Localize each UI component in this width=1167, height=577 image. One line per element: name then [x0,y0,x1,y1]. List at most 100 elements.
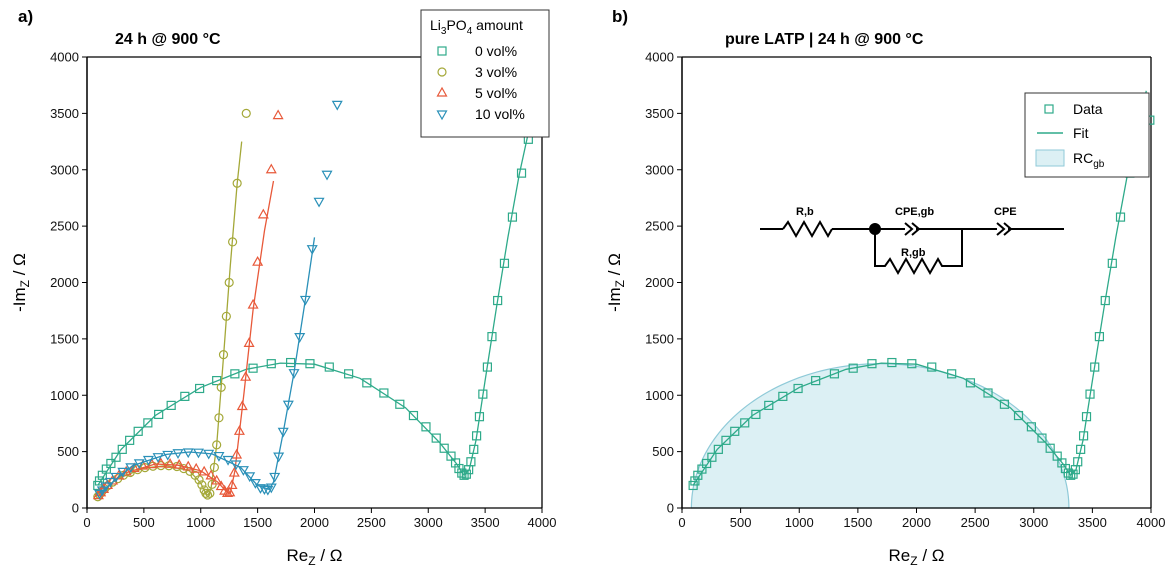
a-series-1 [93,108,251,502]
a-data-point [230,460,242,471]
b-data-point [1013,410,1024,421]
legend-a-marker [436,110,448,121]
b-x-tick-label: 3500 [1078,515,1107,530]
legend-a-title: Li3PO4 amount [430,17,523,37]
b-data-point [778,391,788,401]
a-data-point [155,457,167,468]
a-data-point [244,472,256,483]
a-data-point [125,463,137,474]
b-data-point [965,378,976,388]
a-data-point [94,476,105,486]
legend-b-entry: Fit [1073,125,1089,141]
a-data-point [212,375,222,386]
b-y-tick-label: 2500 [645,219,674,234]
a-data-point [173,458,185,469]
b-data-point [1094,332,1105,342]
b-data-point [983,388,993,398]
a-data-point [205,488,215,498]
b-y-label: -ImZ / Ω [605,253,627,312]
a-data-point [232,178,242,188]
a-data-point [408,410,419,421]
a-data-point [201,488,211,498]
b-data-point [1066,470,1076,480]
a-data-point [216,382,226,392]
label-rb: R,b [796,206,814,218]
a-data-point [466,457,476,467]
a-data-point [482,362,492,372]
legend-a-entry: 3 vol% [475,64,517,80]
a-data-point [469,444,479,454]
b-y-tick-label: 3500 [645,106,674,121]
a-data-point [487,332,497,342]
a-data-point [228,237,238,247]
a-data-point [172,449,184,459]
a-x-tick-label: 3000 [414,515,443,530]
a-data-point [439,443,449,453]
a-x-tick-label: 1500 [243,515,272,530]
b-fit-line-0 [692,90,1147,486]
b-x-tick-label: 2500 [961,515,990,530]
a-data-point [224,277,234,288]
legend-a-marker [437,67,447,77]
a-data-point [331,100,343,111]
a-y-tick-label: 2000 [50,275,79,290]
b-data-point [1073,457,1083,467]
a-x-tick-label: 2500 [357,515,386,530]
b-y-tick-label: 1000 [645,388,674,403]
a-data-point [197,480,207,490]
cpe-plate-1 [996,222,1006,236]
b-y-tick-label: 0 [667,501,674,516]
a-data-point [106,458,116,469]
b-x-tick-label: 2000 [902,515,931,530]
legend-a-marker [437,46,447,56]
a-data-point [258,485,270,496]
a-data-point [277,427,289,438]
b-series-0 [688,90,1155,491]
a-data-point [507,212,518,222]
b-x-label: ReZ / Ω [889,546,945,568]
cpe-gb-plate-1 [904,222,914,236]
a-data-point [192,448,205,459]
legend-b-rc-swatch [1035,149,1065,167]
a-data-point [228,466,240,477]
b-data-point [1037,433,1047,443]
a-data-point [499,258,510,268]
a-data-point [194,475,204,485]
b-data-point [713,444,723,454]
b-x-tick-label: 500 [730,515,752,530]
a-data-point [269,472,281,483]
b-data-point [793,383,803,394]
a-data-point [272,109,284,120]
a-y-tick-label: 0 [72,501,79,516]
a-y-tick-label: 500 [57,444,79,459]
a-data-point [111,452,121,462]
b-data-point [999,399,1010,409]
panel-b-plot: 0 500 1000 1500 2000 2500 3000 3500 4000 0 500 1000… [605,50,1165,569]
a-data-point [215,480,227,491]
panel-a-letter: a) [18,7,33,26]
b-data-point [764,400,774,410]
b-data-point [1085,389,1095,399]
b-data-point [690,476,700,486]
b-data-point [1076,444,1086,454]
a-data-point [306,245,318,255]
b-data-point [1026,422,1037,432]
a-data-point [493,295,503,306]
a-data-point [96,486,108,497]
a-y-tick-label: 1000 [50,388,79,403]
a-data-point [162,450,174,461]
b-data-point [1107,258,1117,268]
a-x-tick-label: 3500 [471,515,500,530]
a-data-point [213,451,225,462]
a-data-point [243,337,255,347]
b-data-point [1115,212,1126,222]
a-data-point [321,170,333,181]
b-data-point [702,458,712,469]
a-data-point [286,357,296,368]
a-data-point [120,465,132,476]
b-x-tick-label: 3000 [1019,515,1048,530]
a-data-point [471,431,482,441]
a-x-label: ReZ / Ω [287,546,343,568]
a-data-point [142,455,154,466]
